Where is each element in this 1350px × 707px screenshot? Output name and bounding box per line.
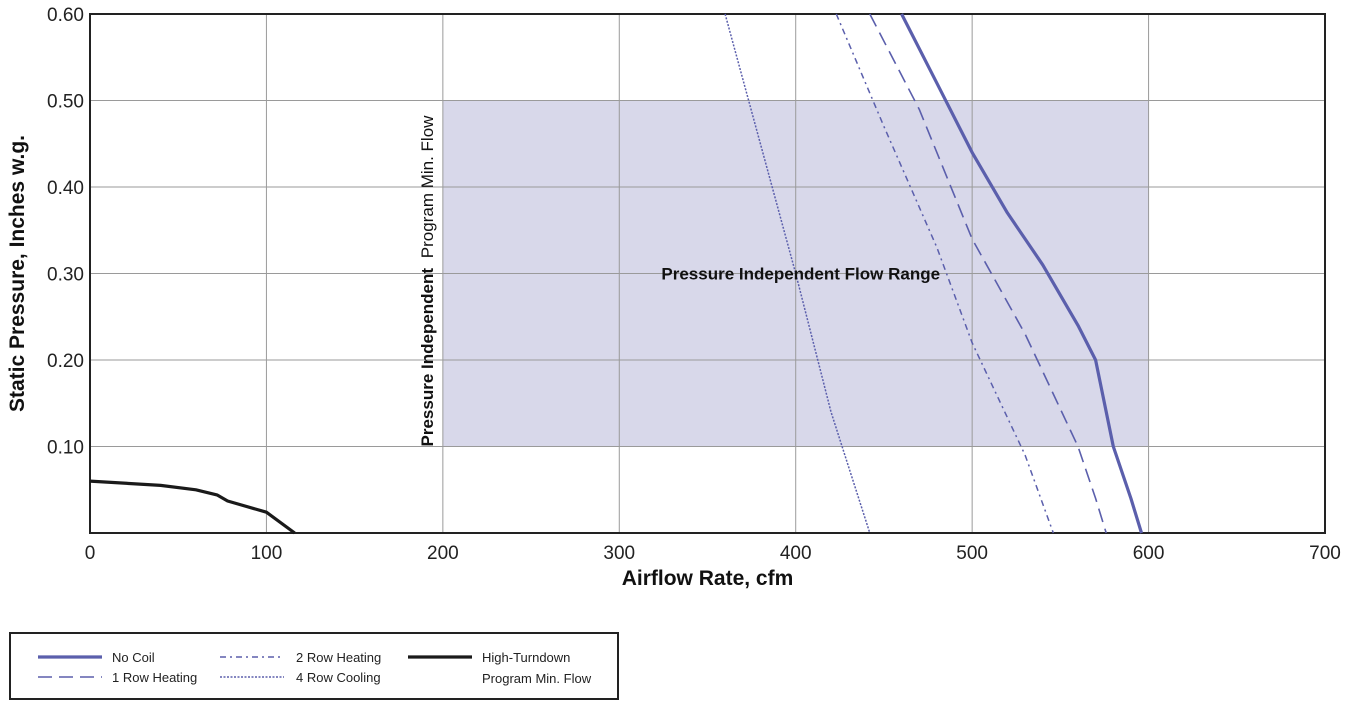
x-tick-label: 0	[85, 543, 96, 564]
series-line-4	[89, 479, 296, 535]
y-tick-label: 0.50	[47, 92, 84, 113]
y-tick-label: 0.60	[47, 5, 84, 26]
series-line-3	[724, 13, 871, 534]
y-tick-label: 0.40	[47, 178, 84, 199]
legend-label-high-turndown-1: High-Turndown	[482, 650, 570, 665]
x-tick-label: 300	[603, 543, 635, 564]
x-tick-label: 700	[1309, 543, 1341, 564]
x-tick-label: 500	[956, 543, 988, 564]
vertical-label-bold: Pressure Independent	[418, 268, 437, 447]
series-line-0	[900, 13, 1144, 534]
series-group	[89, 13, 1144, 535]
y-tick-label: 0.30	[47, 265, 84, 286]
legend-label-1-row-heating: 1 Row Heating	[112, 670, 197, 685]
plot-frame	[89, 13, 1326, 534]
x-tick-label: 600	[1133, 543, 1165, 564]
min-flow-vertical-label: Pressure Independent Program Min. Flow	[418, 115, 437, 447]
x-tick-label: 200	[427, 543, 459, 564]
y-tick-label: 0.20	[47, 351, 84, 372]
legend-box	[9, 632, 619, 700]
legend-label-high-turndown-2: Program Min. Flow	[482, 671, 592, 686]
vertical-label-normal: Program Min. Flow	[418, 115, 437, 258]
legend-label-4-row-cooling: 4 Row Cooling	[296, 670, 381, 685]
legend-label-2-row-heating: 2 Row Heating	[296, 650, 381, 665]
grid	[90, 14, 1325, 533]
legend: No Coil 1 Row Heating 2 Row Heating 4 Ro…	[9, 632, 619, 700]
y-tick-label: 0.10	[47, 438, 84, 459]
x-axis-title: Airflow Rate, cfm	[622, 567, 794, 590]
series-line-1	[869, 13, 1107, 534]
region-label: Pressure Independent Flow Range	[661, 265, 940, 284]
series-line-2	[835, 13, 1055, 534]
legend-label-no-coil: No Coil	[112, 650, 155, 665]
x-tick-label: 400	[780, 543, 812, 564]
x-tick-label: 100	[251, 543, 283, 564]
tick-labels: 0 100 200 300 400 500 600 700 0.10 0.20 0.30 0.40 0.…	[47, 5, 1341, 564]
y-axis-title: Static Pressure, Inches w.g.	[6, 135, 29, 412]
